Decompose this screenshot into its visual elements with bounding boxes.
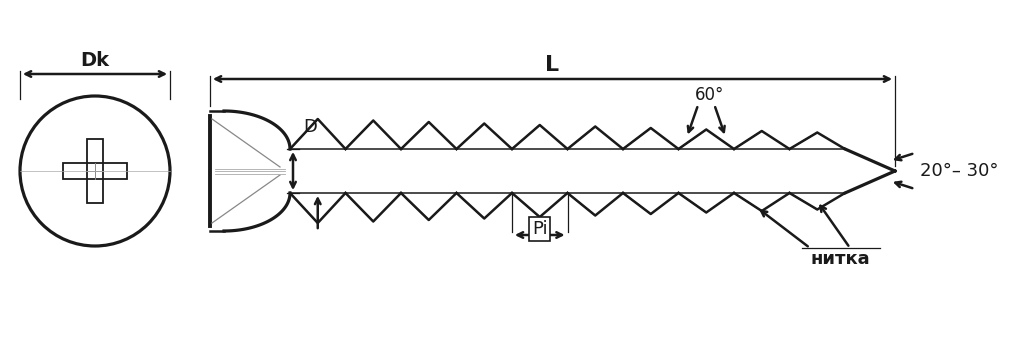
Text: нитка: нитка: [810, 250, 869, 268]
Text: 20°– 30°: 20°– 30°: [920, 162, 998, 180]
Bar: [87, 139, 103, 203]
Text: 60°: 60°: [694, 87, 724, 104]
Text: Dk: Dk: [81, 51, 110, 71]
Text: Pi: Pi: [531, 220, 548, 238]
Text: L: L: [546, 55, 559, 75]
Text: D: D: [303, 118, 316, 136]
Bar: [63, 163, 127, 179]
